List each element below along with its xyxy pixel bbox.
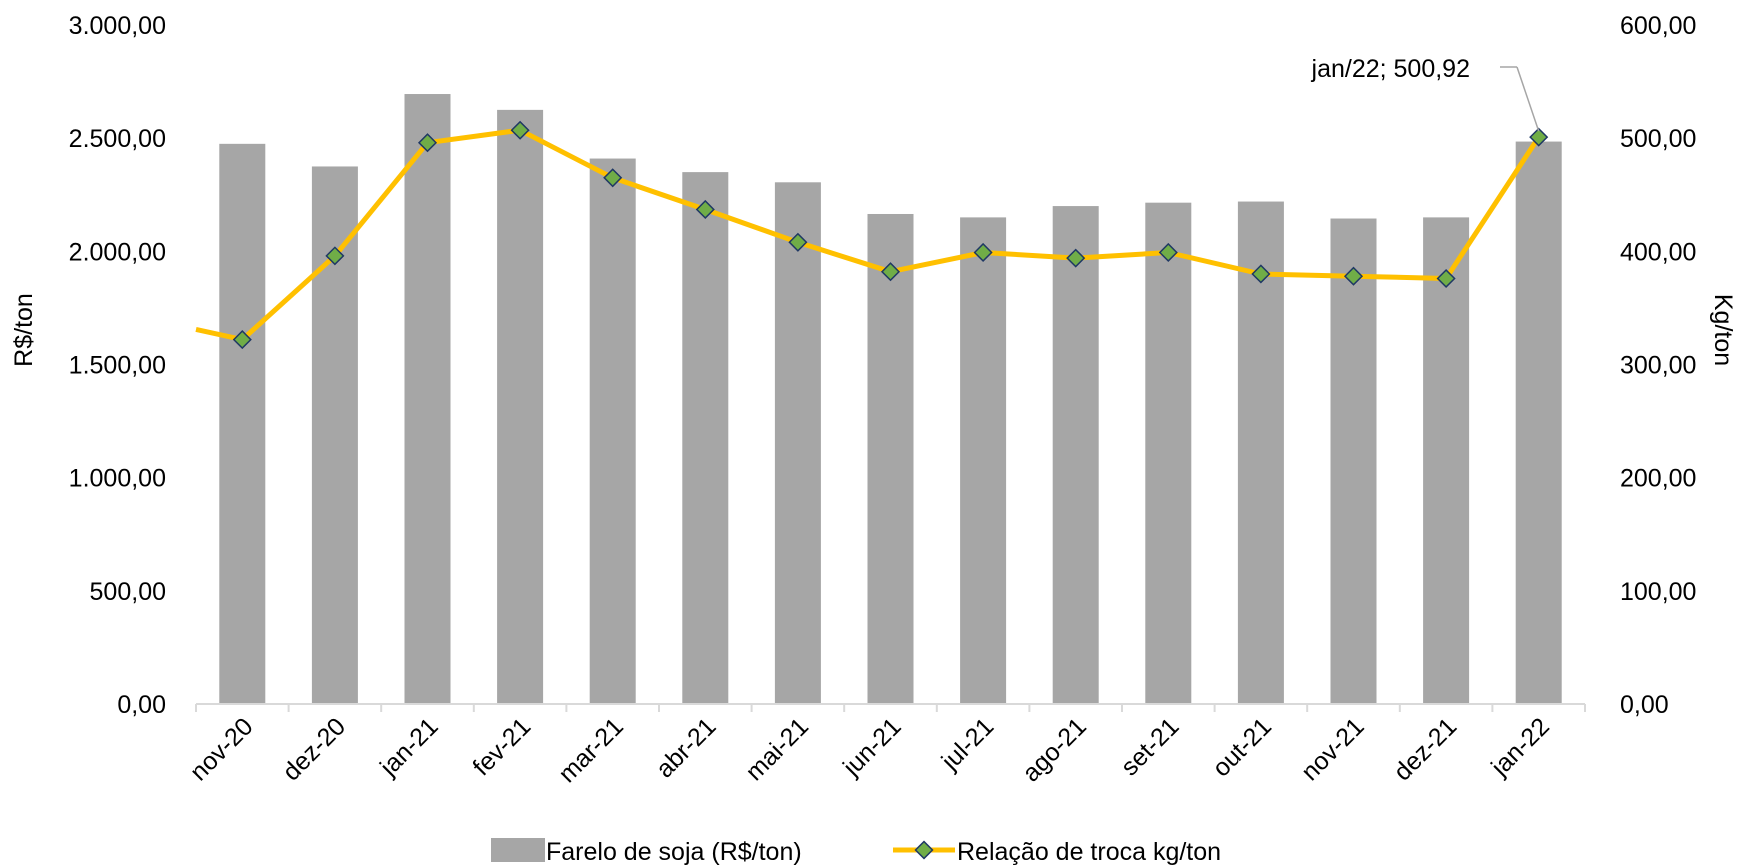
right-tick-label: 100,00 [1620,578,1696,606]
x-tick-label: set-21 [1116,712,1185,781]
x-tick-label: fev-21 [467,712,536,781]
bar-jul-21 [960,217,1007,704]
x-tick-label: mar-21 [553,712,629,788]
line-marker-jan-22 [1529,127,1549,147]
legend-swatch-bar [491,838,545,862]
right-tick-label: 400,00 [1620,238,1696,266]
right-tick-label: 600,00 [1620,12,1696,40]
line-marker-jun-21 [880,262,901,282]
left-tick-label: 1.000,00 [69,465,166,493]
right-axis-ticks: 0,00 100,00 200,00 300,00 400,00 500,00 600,00 [1620,12,1696,719]
x-tick-label: nov-21 [1296,712,1370,786]
bar-abr-21 [682,172,729,704]
bar-jun-21 [867,213,914,704]
x-tick-label: dez-20 [277,712,351,786]
bar-jan-22 [1515,141,1562,705]
line-marker-jan-21 [417,133,438,153]
bar-mai-21 [774,182,821,705]
annotation-leader [1516,66,1540,132]
x-tick-label: jan-21 [374,712,444,782]
left-tick-label: 1.500,00 [69,352,166,380]
axes [195,703,1586,712]
bar-nov-21 [1330,218,1377,704]
bar-ago-21 [1052,206,1099,705]
line-series [195,120,1549,350]
left-tick-label: 2.000,00 [69,238,166,266]
line-marker-abr-21 [695,199,715,220]
x-tick-label: abr-21 [651,712,722,783]
right-tick-label: 200,00 [1620,465,1696,493]
x-tick-label: jul-21 [936,712,1000,776]
bar-jan-21 [404,94,451,704]
line-marker-dez-21 [1436,268,1456,289]
line-path [195,127,1541,343]
line-marker-nov-20 [232,330,252,350]
x-tick-label: jun-21 [837,712,907,782]
left-tick-label: 500,00 [90,578,166,606]
line-marker-fev-21 [510,120,530,140]
x-tick-label: jan-22 [1485,712,1555,782]
line-marker-ago-21 [1066,248,1086,268]
x-axis-ticks: nov-20 dez-20 jan-21 fev-21 mar-21 abr-21 mai-… [185,712,1555,788]
line-marker-mai-21 [788,232,808,252]
bar-out-21 [1237,201,1284,705]
right-tick-label: 500,00 [1620,125,1696,153]
data-label-jan-22: jan/22; 500,92 [1311,55,1470,83]
line-marker-out-21 [1251,264,1271,284]
bar-nov-20 [219,143,266,704]
legend-label-bar: Farelo de soja (R$/ton) [546,838,802,866]
legend: Farelo de soja (R$/ton) Relação de troca… [491,838,1221,866]
legend-swatch-marker [914,840,934,860]
line-marker-set-21 [1158,242,1178,263]
left-tick-label: 0,00 [117,691,166,719]
bar-mar-21 [589,158,636,704]
annotation: jan/22; 500,92 [1311,55,1540,132]
left-tick-label: 2.500,00 [69,125,166,153]
left-axis-ticks: 0,00 500,00 1.000,00 1.500,00 2.000,00 2.500,… [69,12,166,719]
x-tick-label: out-21 [1207,712,1277,782]
line-marker-mar-21 [603,168,623,188]
line-marker-nov-21 [1343,266,1364,286]
x-tick-label: ago-21 [1017,712,1092,787]
left-axis-title: R$/ton [10,293,38,367]
x-tick-label: mai-21 [740,712,814,786]
left-tick-label: 3.000,00 [69,12,166,40]
line-marker-jul-21 [973,242,993,263]
bar-dez-21 [1423,217,1470,704]
legend-label-line: Relação de troca kg/ton [957,838,1221,866]
x-tick-label: dez-21 [1388,712,1462,786]
right-tick-label: 300,00 [1620,352,1696,380]
bar-set-21 [1145,202,1192,704]
bar-fev-21 [497,109,544,704]
x-tick-label: nov-20 [185,712,259,786]
right-tick-label: 0,00 [1620,691,1669,719]
line-marker-dez-20 [325,246,345,266]
bar-series [219,94,1562,705]
right-axis-title: Kg/ton [1709,294,1737,366]
